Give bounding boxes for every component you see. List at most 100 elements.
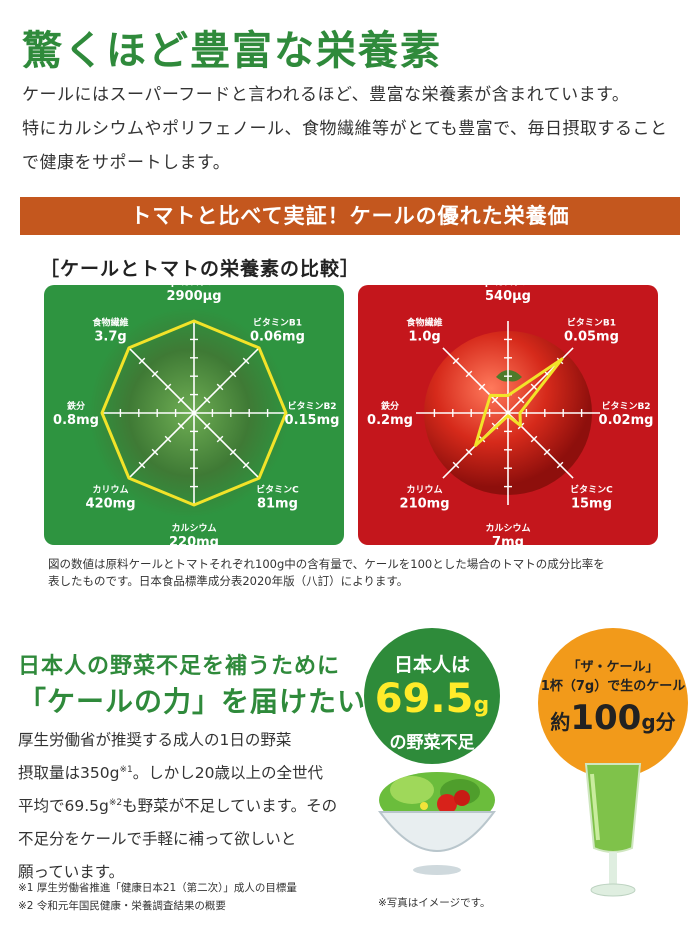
badge-orange-prefix: 約	[550, 710, 571, 734]
kale-axis	[128, 412, 195, 479]
comparison-banner: トマトと比べて実証！ケールの優れた栄養価	[20, 197, 680, 235]
intro-line-3: で健康をサポートします。	[22, 153, 231, 173]
kale-label-name: 鉄分	[67, 400, 85, 412]
kale-tick	[203, 422, 211, 430]
tomato-label-value: 7mg	[492, 535, 524, 545]
tomato-tick	[478, 383, 486, 391]
kale-equivalent-badge: 「ザ・ケール」 1杯（7g）で生のケール 約100g分	[538, 628, 688, 778]
tomato-label-name: ビタミンC	[570, 483, 613, 495]
footnote-ref-2: ※2	[108, 797, 123, 808]
tomato-label-value: 0.2mg	[367, 413, 413, 428]
kale-label-name: β-カロテン	[171, 285, 217, 288]
kale-tick	[138, 357, 146, 365]
body-line-1: 厚生労働省が推奨する成人の1日の野菜	[18, 731, 292, 749]
tomato-label-value: 1.0g	[408, 330, 440, 345]
tomato-label-name: 鉄分	[381, 400, 399, 412]
tomato-label-value: 210mg	[400, 496, 450, 511]
tomato-tick	[452, 357, 460, 365]
kale-axis	[193, 412, 260, 479]
chart-note: 図の数値は原料ケールとトマトそれぞれ100g中の含有量で、ケールを100とした場…	[48, 556, 660, 590]
tomato-label-name: カリウム	[407, 484, 443, 495]
tomato-tick	[517, 396, 525, 404]
body-line-2: 摂取量は350g※1。しかし20歳以上の全世代	[18, 757, 348, 790]
kale-tick	[164, 435, 172, 443]
kale-label-value: 220mg	[169, 535, 219, 545]
kale-label-name: 食物繊維	[92, 317, 129, 329]
kale-tick	[151, 370, 159, 378]
green-juice-glass-image	[578, 760, 648, 900]
kale-label-name: ビタミンB2	[287, 400, 336, 412]
badge-orange-line-2: 1杯（7g）で生のケール	[540, 679, 686, 694]
tomato-label-name: β-カロテン	[485, 285, 531, 288]
tomato-axis	[442, 347, 509, 414]
body-line-3: 平均で69.5g※2も野菜が不足しています。その	[18, 790, 348, 823]
photo-note: ※写真はイメージです。	[378, 897, 491, 909]
badge-orange-line-1: 「ザ・ケール」	[567, 660, 659, 675]
kale-tick	[229, 448, 237, 456]
tomato-label-name: 食物繊維	[406, 317, 443, 329]
kale-tick	[242, 357, 250, 365]
salad-bowl-image	[372, 760, 502, 880]
body-line-5: 願っています。	[18, 863, 125, 881]
kale-tick	[164, 383, 172, 391]
body-line-2a: 摂取量は350g	[18, 764, 120, 782]
footnote-2: ※2 令和元年国民健康・栄養調査結果の概要	[18, 900, 226, 912]
kale-label-value: 0.06mg	[250, 330, 305, 345]
badge-green-line-3: の野菜不足	[389, 733, 475, 753]
kale-label-name: カルシウム	[171, 523, 216, 534]
kale-label-name: カリウム	[93, 484, 129, 495]
chart-note-line-1: 図の数値は原料ケールとトマトそれぞれ100g中の含有量で、ケールを100とした場…	[48, 557, 605, 571]
section-heading-2: 「ケールの力」を届けたい	[18, 685, 367, 718]
page-title: 驚くほど豊富な栄養素	[22, 27, 442, 74]
badge-green-value: 69.5	[374, 676, 474, 722]
badge-orange-value: 100	[570, 698, 642, 738]
tomato-tick	[556, 461, 564, 469]
tomato-label-name: カルシウム	[485, 523, 530, 534]
badge-green-line-1: 日本人は	[393, 654, 470, 676]
tomato-label-name: ビタミンB1	[567, 317, 616, 329]
comparison-title: ［ケールとトマトの栄養素の比較］	[40, 258, 361, 280]
tomato-data-polygon	[474, 357, 564, 447]
tomato-label-value: 0.05mg	[564, 330, 619, 345]
badge-green-unit: g	[473, 693, 490, 718]
tomato-tick	[543, 448, 551, 456]
badge-orange-amount: 約100g分	[538, 698, 688, 738]
section-heading-1: 日本人の野菜不足を補うために	[18, 653, 341, 679]
footnote-1: ※1 厚生労働省推進「健康日本21（第二次）」成人の目標量	[18, 882, 297, 894]
intro-line-2: 特にカルシウムやポリフェノール、食物繊維等がとても豊富で、毎日摂取すること	[22, 119, 668, 139]
kale-tick	[203, 396, 211, 404]
kale-label-value: 0.15mg	[285, 413, 340, 428]
kale-tick	[177, 396, 185, 404]
kale-label-value: 2900μg	[166, 289, 221, 304]
tomato-label-value: 15mg	[571, 496, 612, 511]
badge-orange-unit: g	[641, 710, 656, 734]
tomato-tick	[530, 383, 538, 391]
body-line-2b: 。しかし20歳以上の全世代	[132, 764, 323, 782]
body-text: 厚生労働省が推奨する成人の1日の野菜 摂取量は350g※1。しかし20歳以上の全…	[18, 724, 348, 889]
tomato-tick	[465, 370, 473, 378]
kale-data-polygon	[100, 319, 288, 507]
tomato-tick	[530, 435, 538, 443]
kale-tick	[216, 383, 224, 391]
kale-tick	[216, 435, 224, 443]
chart-note-line-2: 表したものです。日本食品標準成分表2020年版（八訂）によります。	[48, 574, 409, 588]
kale-label-value: 3.7g	[94, 330, 126, 345]
kale-label-name: ビタミンB1	[253, 317, 302, 329]
tomato-label-name: ビタミンB2	[601, 400, 650, 412]
kale-tick	[151, 448, 159, 456]
kale-tick	[229, 370, 237, 378]
tomato-tick	[491, 396, 499, 404]
intro-line-1: ケールにはスーパーフードと言われるほど、豊富な栄養素が含まれています。	[22, 85, 630, 105]
body-line-4: 不足分をケールで手軽に補って欲しいと	[18, 830, 297, 848]
tomato-tick	[452, 461, 460, 469]
tomato-label-value: 540μg	[485, 289, 531, 304]
kale-axis	[128, 347, 195, 414]
kale-tick	[242, 461, 250, 469]
tomato-tick	[465, 448, 473, 456]
badge-orange-suffix: 分	[655, 710, 676, 734]
kale-label-value: 420mg	[86, 496, 136, 511]
